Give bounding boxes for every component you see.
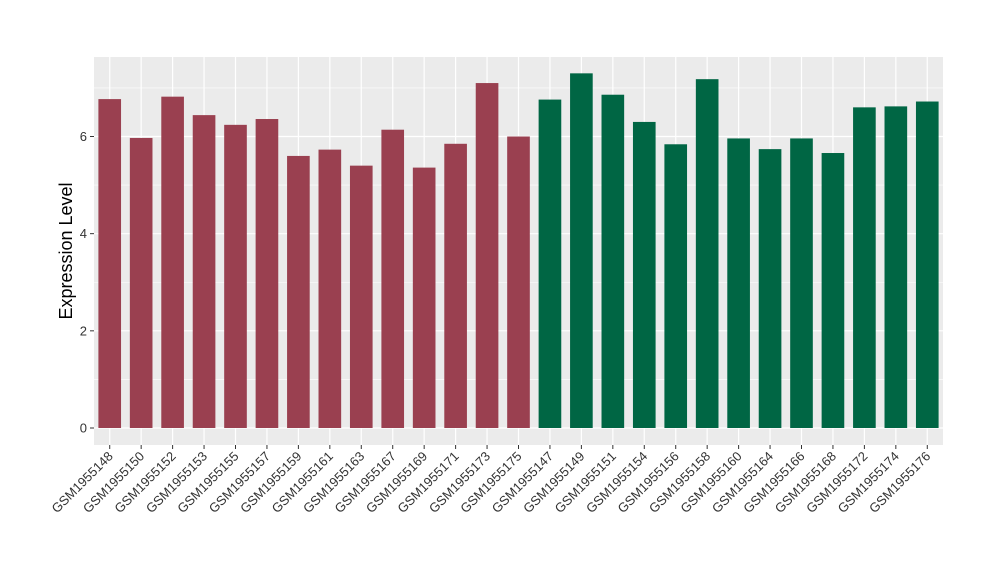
bar-GSM1955168 [821,153,845,429]
y-axis-title: Expression Level [56,182,76,319]
y-tick-label: 2 [80,323,87,338]
bar-GSM1955167 [381,129,405,428]
y-tick-label: 4 [80,226,87,241]
bar-GSM1955148 [98,99,122,429]
bar-GSM1955161 [318,149,342,428]
bar-GSM1955172 [853,107,876,428]
bar-GSM1955176 [915,101,939,429]
bar-GSM1955169 [412,167,436,429]
y-tick-label: 6 [80,129,87,144]
bar-GSM1955149 [570,73,593,428]
bar-GSM1955175 [507,136,530,428]
bar-GSM1955171 [444,143,467,428]
bar-GSM1955164 [758,149,782,429]
y-tick-label: 0 [80,421,87,436]
bar-GSM1955156 [664,144,688,429]
bar-GSM1955154 [632,121,656,429]
bar-GSM1955159 [287,155,310,428]
bar-GSM1955173 [475,83,499,428]
bar-GSM1955163 [349,165,373,428]
bar-GSM1955174 [884,106,908,429]
bar-GSM1955151 [601,94,625,429]
bar-GSM1955153 [192,115,216,428]
bar-GSM1955147 [538,99,562,429]
bar-GSM1955160 [727,138,750,428]
bars [98,73,939,429]
bar-GSM1955152 [161,96,184,428]
bar-GSM1955157 [255,119,279,428]
bar-GSM1955155 [224,124,247,428]
bar-GSM1955150 [129,137,153,428]
bar-GSM1955166 [790,138,813,428]
bar-GSM1955158 [695,79,719,429]
